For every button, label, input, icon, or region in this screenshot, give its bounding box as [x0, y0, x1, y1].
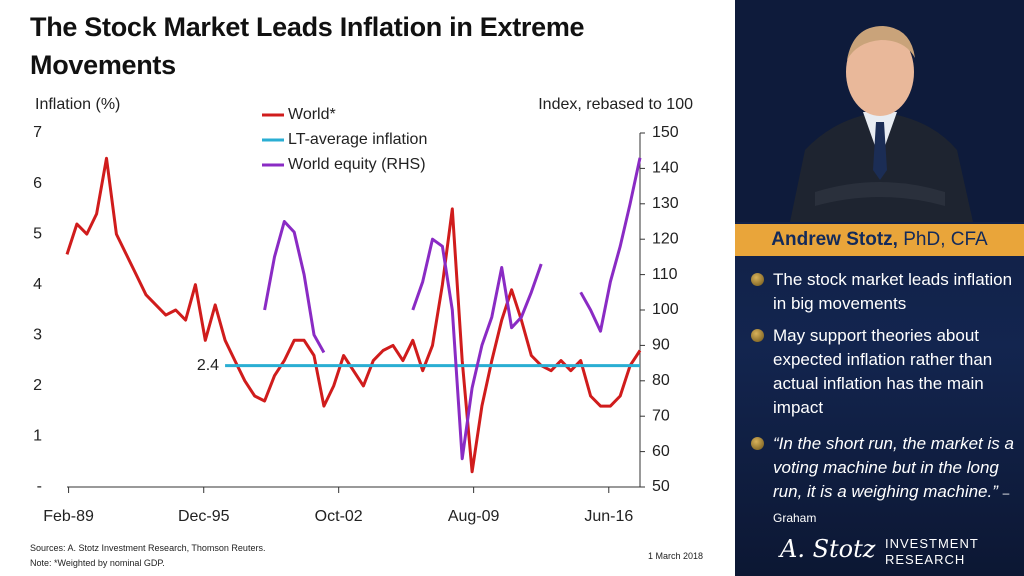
y2-tick-label: 140	[652, 160, 679, 177]
y2-tick-label: 100	[652, 301, 679, 318]
y2-tick-label: 50	[652, 478, 670, 495]
chart-title: The Stock Market Leads Inflation in Extr…	[30, 12, 585, 80]
sources: Sources: A. Stotz Investment Research, T…	[30, 543, 266, 553]
y-tick-label: 7	[33, 124, 42, 141]
series-line	[65, 156, 642, 474]
name-banner: Andrew Stotz, PhD, CFA	[735, 224, 1024, 256]
quote-text: “In the short run, the market is a votin…	[773, 434, 1014, 501]
x-tick-label: Dec-95	[178, 508, 230, 525]
portrait	[735, 0, 1024, 222]
x-tick-label: Feb-89	[43, 508, 94, 525]
y2-tick-label: 90	[652, 337, 670, 354]
x-tick-label: Jun-16	[584, 508, 633, 525]
chart: Inflation (%) Index, rebased to 100 - 1 2 3 4 5…	[33, 96, 693, 525]
y2-axis-label: Index, rebased to 100	[538, 96, 693, 113]
y2-tick-label: 150	[652, 124, 679, 141]
name: Andrew Stotz,	[771, 229, 898, 250]
y2-tick-label: 110	[652, 266, 678, 283]
bullet-text: May support theories about expected infl…	[773, 326, 993, 417]
y-tick-label: 6	[33, 175, 42, 192]
y2-tick-label: 60	[652, 443, 670, 460]
bullet-text: The stock market leads inflation in big …	[773, 270, 1013, 313]
legend-label: LT-average inflation	[288, 131, 427, 148]
series-line	[263, 157, 642, 461]
quote-attribution: – Graham	[773, 486, 1010, 525]
arms	[815, 182, 945, 206]
y-axis-label: Inflation (%)	[35, 96, 120, 113]
y-tick-label: -	[37, 478, 42, 495]
x-tick-label: Aug-09	[448, 508, 500, 525]
legend-label: World*	[288, 106, 336, 123]
bullet: The stock market leads inflation in big …	[751, 268, 1018, 316]
y-tick-label: 3	[33, 327, 42, 344]
logo-signature: A. Stotz	[780, 535, 876, 563]
credentials: PhD, CFA	[903, 229, 988, 250]
face	[846, 28, 914, 116]
date: 1 March 2018	[648, 551, 704, 561]
hair	[847, 26, 915, 60]
y2-tick-label: 80	[652, 372, 670, 389]
tie	[873, 122, 887, 180]
logo-text: INVESTMENT RESEARCH	[885, 536, 979, 567]
y2-tick-label: 120	[652, 230, 679, 247]
y2-tick-label: 130	[652, 195, 679, 212]
y-tick-label: 5	[33, 225, 42, 242]
legend-label: World equity (RHS)	[288, 156, 426, 173]
y2-tick-label: 70	[652, 407, 670, 424]
x-tick-label: Oct-02	[315, 508, 363, 525]
side-panel: Andrew Stotz, PhD, CFA The stock market …	[735, 0, 1024, 576]
y-tick-label: 2	[33, 377, 42, 394]
note: Note: *Weighted by nominal GDP.	[30, 558, 165, 568]
y-tick-label: 4	[33, 276, 42, 293]
y-tick-label: 1	[33, 428, 42, 445]
bullet: May support theories about expected infl…	[751, 324, 1018, 420]
quote: “In the short run, the market is a votin…	[751, 432, 1018, 530]
reference-label: 2.4	[197, 357, 219, 374]
